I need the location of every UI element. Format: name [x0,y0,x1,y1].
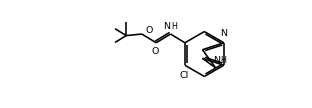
Text: H: H [220,56,226,65]
Text: N: N [220,29,227,38]
Text: N: N [213,56,220,65]
Text: N: N [163,22,170,31]
Text: Cl: Cl [180,71,189,80]
Text: H: H [171,22,177,31]
Text: O: O [152,47,159,56]
Text: O: O [145,26,153,35]
